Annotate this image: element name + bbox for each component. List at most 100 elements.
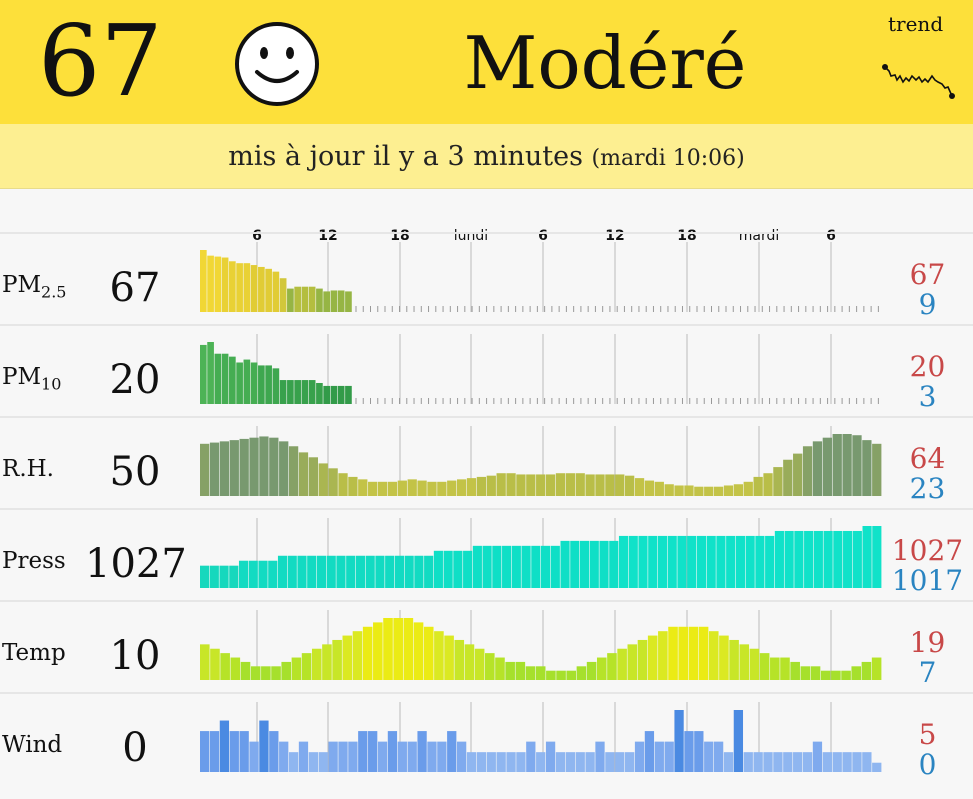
chart-bar xyxy=(318,463,328,496)
chart-bar xyxy=(492,545,502,588)
sensor-row-press[interactable]: Press 1027 1027 1017 xyxy=(0,518,973,608)
chart-bar xyxy=(852,435,862,496)
sensor-history-chart[interactable] xyxy=(200,426,882,506)
chart-bar xyxy=(200,250,207,312)
aqi-value: 67 xyxy=(38,5,163,119)
chart-bar xyxy=(281,661,292,680)
chart-bar xyxy=(355,555,366,588)
chart-bar xyxy=(678,626,688,680)
chart-bar xyxy=(694,731,704,772)
chart-bar xyxy=(250,362,258,404)
sensor-row-rh[interactable]: R.H. 50 64 23 xyxy=(0,426,973,516)
sensor-history-chart[interactable] xyxy=(200,242,882,322)
chart-bar xyxy=(272,368,280,404)
chart-bar xyxy=(403,618,414,680)
chart-bar xyxy=(229,565,239,588)
chart-bar xyxy=(726,535,736,588)
chart-bar xyxy=(214,256,222,312)
chart-bar xyxy=(221,353,229,404)
trend-sparkline-icon[interactable] xyxy=(880,58,960,108)
sensor-label-main: Press xyxy=(2,548,66,574)
chart-bar xyxy=(220,653,230,680)
chart-bar xyxy=(387,481,398,496)
chart-bar xyxy=(377,741,388,772)
status-header: 67 Modéré trend xyxy=(0,0,973,124)
chart-bar xyxy=(323,291,330,312)
chart-bar xyxy=(397,741,407,772)
chart-bar xyxy=(615,752,625,772)
sensor-label: Wind xyxy=(2,732,62,758)
chart-bar xyxy=(831,670,841,680)
sensor-label-main: Wind xyxy=(2,732,63,758)
chart-bar xyxy=(297,555,307,588)
sensor-row-wind[interactable]: Wind 0 5 0 xyxy=(0,702,973,792)
chart-bar xyxy=(417,480,427,496)
chart-bar xyxy=(607,653,617,680)
chart-bar xyxy=(531,545,541,588)
chart-bar xyxy=(841,670,851,680)
chart-bar xyxy=(373,622,383,680)
chart-bar xyxy=(258,365,265,404)
sensor-label: R.H. xyxy=(2,456,54,482)
sensor-history-chart[interactable] xyxy=(200,518,882,598)
trend-label[interactable]: trend xyxy=(888,12,944,36)
chart-bar xyxy=(749,648,760,680)
chart-bar xyxy=(546,670,556,680)
chart-bar xyxy=(496,752,506,772)
sensor-current-value: 20 xyxy=(109,357,161,403)
chart-bar xyxy=(813,530,823,588)
chart-bar xyxy=(595,474,605,496)
chart-bar xyxy=(427,481,437,496)
chart-bar xyxy=(713,486,724,496)
chart-bar xyxy=(474,648,485,680)
sensor-current-value: 10 xyxy=(109,633,161,679)
chart-bar xyxy=(348,741,358,772)
chart-bar xyxy=(495,657,505,680)
chart-bar xyxy=(338,473,348,496)
chart-bar xyxy=(595,741,605,772)
chart-bar xyxy=(229,356,236,404)
chart-bar xyxy=(783,459,793,496)
chart-bar xyxy=(219,720,230,772)
chart-bar xyxy=(385,555,395,588)
chart-bar xyxy=(466,752,477,772)
chart-bar xyxy=(443,550,453,588)
chart-bar xyxy=(437,741,447,772)
chart-bar xyxy=(704,486,714,496)
chart-bar xyxy=(822,752,832,772)
chart-bar xyxy=(743,481,753,496)
chart-bar xyxy=(279,278,287,312)
chart-bar xyxy=(765,535,775,588)
sensor-min-value: 0 xyxy=(918,748,937,781)
chart-bar xyxy=(288,752,299,772)
chart-bar xyxy=(793,453,803,496)
chart-bar xyxy=(545,474,556,496)
chart-bar xyxy=(322,644,332,680)
chart-bar xyxy=(288,446,299,496)
chart-bar xyxy=(589,540,599,588)
chart-bar xyxy=(433,550,443,588)
chart-bar xyxy=(793,752,803,772)
chart-bar xyxy=(733,484,744,496)
update-time: (mardi 10:06) xyxy=(591,146,745,171)
chart-bar xyxy=(820,670,831,680)
sensor-current-value: 50 xyxy=(109,449,161,495)
chart-bar xyxy=(444,635,454,680)
chart-bar xyxy=(287,555,297,588)
chart-bar xyxy=(248,560,258,588)
chart-bar xyxy=(800,666,811,680)
chart-bar xyxy=(505,661,515,680)
sensor-history-chart[interactable] xyxy=(200,610,882,690)
sensor-row-pm25[interactable]: PM2.5 67 67 9 xyxy=(0,242,973,332)
sensor-history-chart[interactable] xyxy=(200,702,882,782)
sensor-history-chart[interactable] xyxy=(200,334,882,414)
chart-bar xyxy=(250,265,258,312)
chart-bar xyxy=(393,618,403,680)
chart-bar xyxy=(773,752,783,772)
sensor-row-temp[interactable]: Temp 10 19 7 xyxy=(0,610,973,700)
sensor-row-pm10[interactable]: PM10 20 20 3 xyxy=(0,334,973,424)
chart-bar xyxy=(330,290,338,312)
chart-bar xyxy=(684,731,694,772)
chart-bar xyxy=(383,618,393,680)
chart-bar xyxy=(576,666,587,680)
